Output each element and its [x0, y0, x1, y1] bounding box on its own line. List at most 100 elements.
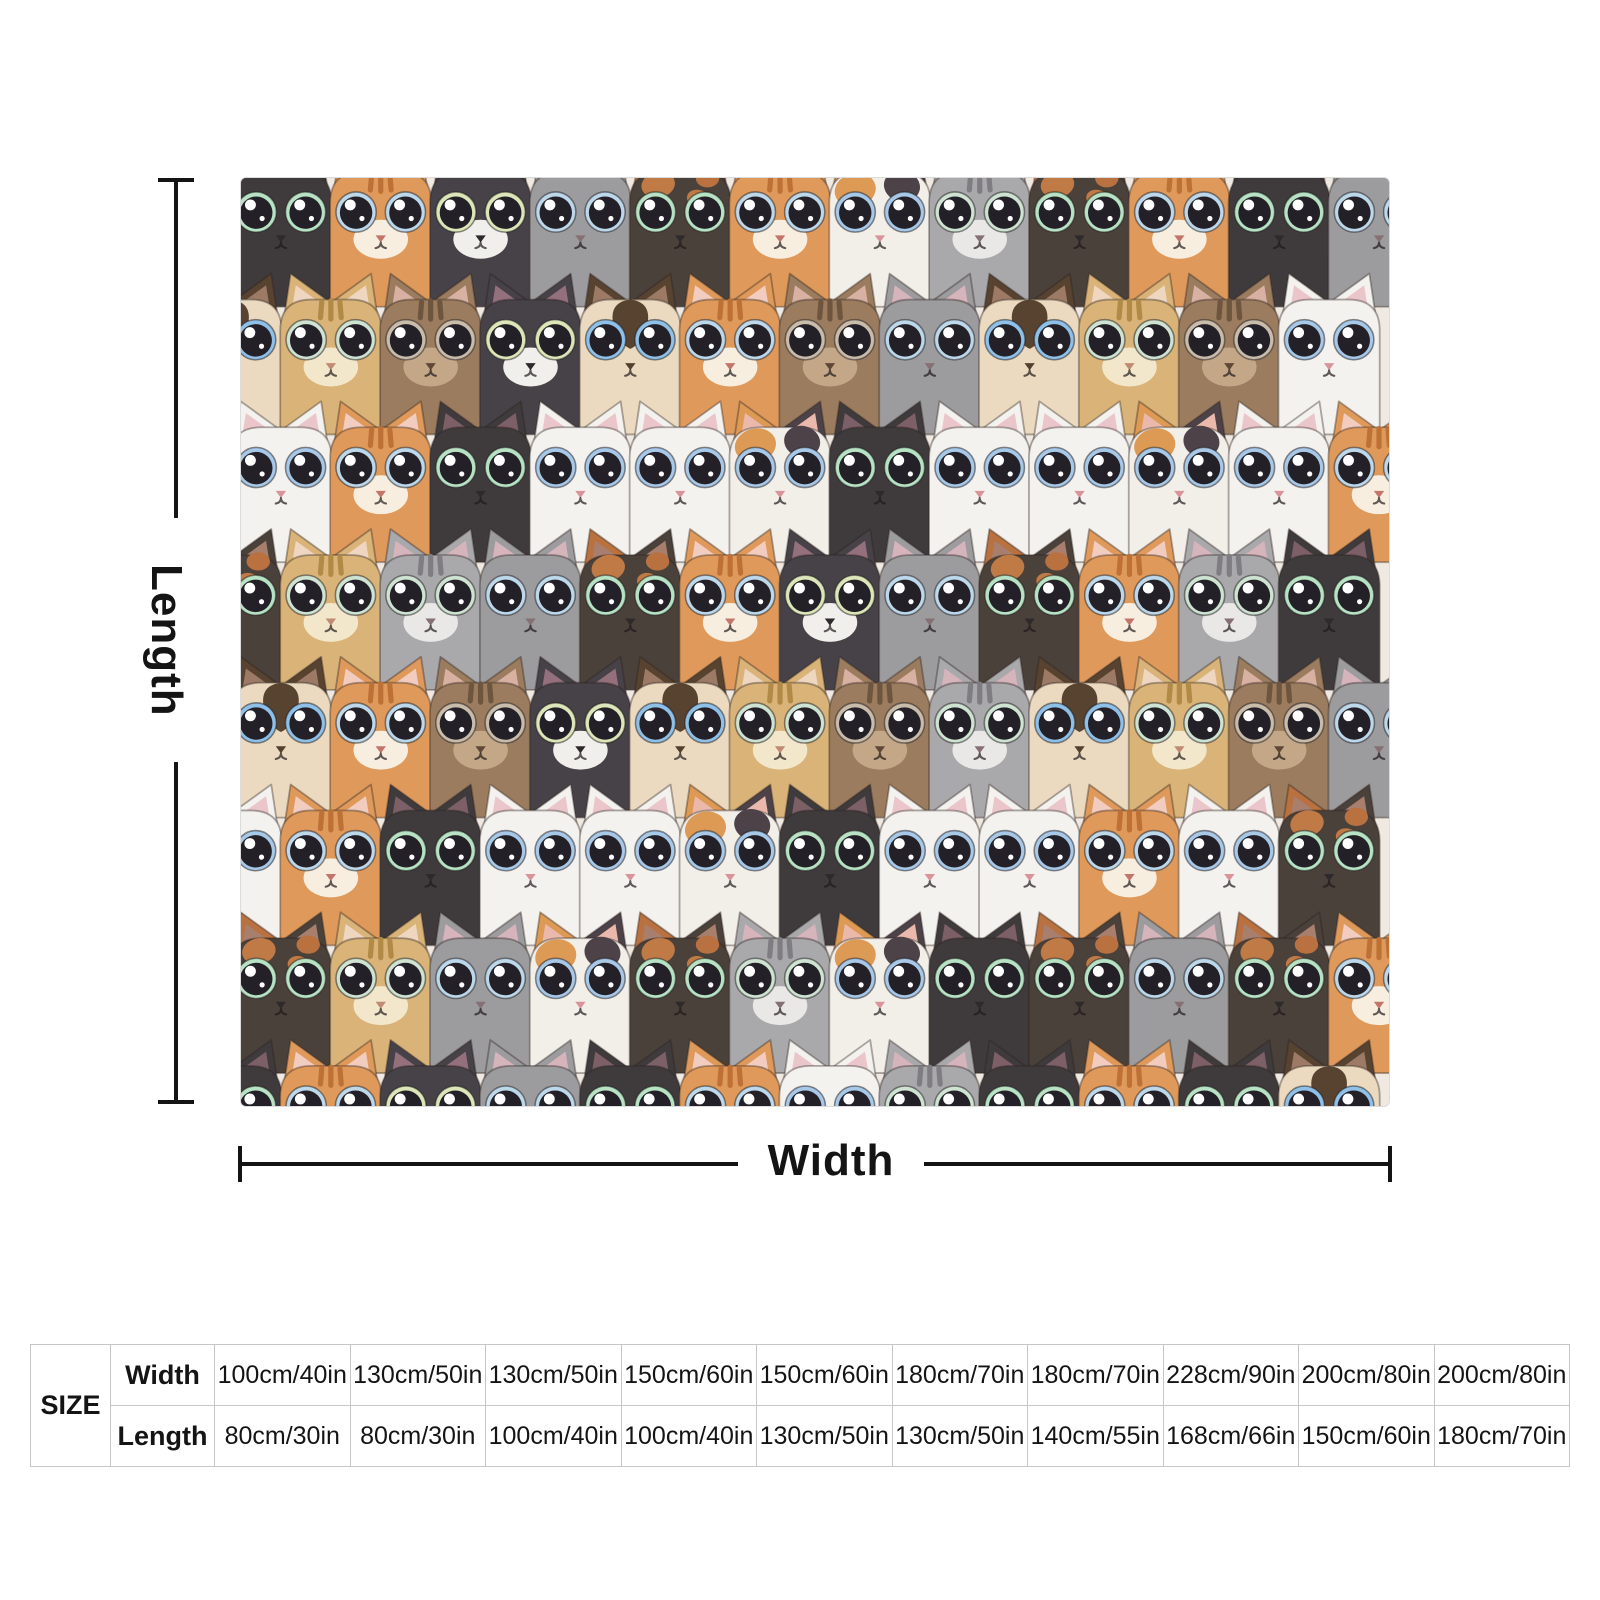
size-row-label-width: Width	[111, 1345, 215, 1406]
size-value-cell: 130cm/50in	[892, 1406, 1028, 1467]
size-value-cell: 80cm/30in	[350, 1406, 486, 1467]
cat-face-black	[1277, 528, 1381, 691]
cat-face-orangeTabby	[678, 272, 782, 436]
cat-face-tortie	[578, 528, 682, 691]
size-table: SIZE Width 100cm/40in 130cm/50in 130cm/50in 1…	[30, 1344, 1570, 1467]
cat-face-tortie	[1028, 911, 1132, 1074]
width-label: Width	[767, 1136, 895, 1185]
cat-face-creamTabby	[1077, 272, 1181, 436]
cat-face-white	[978, 783, 1082, 947]
cat-face-gray	[1127, 911, 1231, 1074]
size-value-cell: 180cm/70in	[1028, 1345, 1164, 1406]
cat-face-siamese	[578, 272, 682, 436]
size-value-cell: 80cm/30in	[215, 1406, 351, 1467]
cat-face-creamTabby	[329, 911, 433, 1074]
size-value-cell: 180cm/70in	[1434, 1406, 1570, 1467]
size-value-cell: 150cm/60in	[1299, 1406, 1435, 1467]
length-label: Length	[142, 563, 191, 717]
cat-face-grayTabby	[928, 178, 1032, 308]
cat-face-tortie	[1277, 783, 1381, 947]
cat-face-orangeTabby	[1327, 400, 1389, 564]
cat-face-tuxedo	[778, 528, 882, 691]
cat-face-brownTabby	[429, 655, 533, 819]
cat-face-grayTabby	[1177, 528, 1281, 691]
cat-face-white	[878, 783, 982, 947]
cat-face-white	[1277, 272, 1381, 436]
cat-face-orangeTabby	[329, 178, 433, 308]
cat-face-tuxedo	[379, 1039, 483, 1106]
width-line-left	[240, 1162, 738, 1166]
cat-face-tuxedo	[528, 655, 632, 819]
cat-face-orangeTabby	[678, 1039, 782, 1106]
size-row-label-length: Length	[111, 1406, 215, 1467]
size-value-cell: 100cm/40in	[215, 1345, 351, 1406]
cat-face-brownTabby	[778, 272, 882, 436]
cat-face-tortie	[1028, 178, 1132, 308]
cat-face-orangeTabby	[1077, 783, 1181, 947]
cat-face-white	[778, 1039, 882, 1106]
cat-face-creamTabby	[1127, 655, 1231, 819]
cat-face-white	[1227, 400, 1331, 564]
cat-face-calico	[528, 911, 632, 1074]
cat-face-calico	[728, 400, 832, 564]
cat-face-orangeTabby	[1327, 911, 1389, 1074]
cat-face-white	[478, 783, 583, 947]
cat-face-gray	[528, 178, 632, 308]
cat-face-siamese	[978, 272, 1082, 436]
cat-face-grayTabby	[928, 655, 1032, 819]
cat-face-grayTabby	[728, 911, 832, 1074]
cat-face-black	[978, 1039, 1082, 1106]
length-line-lower	[174, 762, 178, 1102]
cat-face-black	[241, 178, 333, 308]
cat-face-black	[778, 783, 882, 947]
blanket-mockup	[240, 177, 1390, 1107]
cat-face-siamese	[1028, 655, 1132, 819]
cat-face-orangeTabby	[329, 400, 433, 564]
size-table-corner-label: SIZE	[31, 1345, 111, 1467]
cat-face-orangeTabby	[329, 655, 433, 819]
size-value-cell: 100cm/40in	[486, 1406, 622, 1467]
size-value-cell: 150cm/60in	[621, 1345, 757, 1406]
cat-face-white	[578, 783, 682, 947]
width-line-right	[924, 1162, 1390, 1166]
cat-face-black	[241, 1039, 283, 1106]
size-value-cell: 140cm/55in	[1028, 1406, 1164, 1467]
cat-face-calico	[828, 178, 932, 308]
cat-face-grayTabby	[878, 1039, 982, 1106]
cat-face-orangeTabby	[279, 1039, 383, 1106]
size-value-cell: 100cm/40in	[621, 1406, 757, 1467]
cat-face-siamese	[628, 655, 732, 819]
length-tick-bottom	[158, 1100, 194, 1104]
cat-face-gray	[878, 272, 982, 436]
cat-face-calico	[678, 783, 782, 947]
cat-face-tortie	[241, 911, 333, 1074]
cat-face-brownTabby	[828, 655, 932, 819]
cat-face-gray	[1327, 178, 1389, 308]
cat-face-creamTabby	[279, 528, 383, 691]
size-value-cell: 180cm/70in	[892, 1345, 1028, 1406]
cat-face-orangeTabby	[1127, 178, 1231, 308]
cat-face-black	[379, 783, 483, 947]
cat-face-tortie	[628, 911, 732, 1074]
cat-face-orangeTabby	[728, 178, 832, 308]
cat-face-gray	[429, 911, 533, 1074]
cat-face-gray	[878, 528, 982, 691]
cat-face-brownTabby	[1227, 655, 1331, 819]
size-value-cell: 200cm/80in	[1434, 1345, 1570, 1406]
size-value-cell: 200cm/80in	[1299, 1345, 1435, 1406]
cat-face-tortie	[978, 528, 1082, 691]
cat-face-creamTabby	[728, 655, 832, 819]
size-value-cell: 130cm/50in	[757, 1406, 893, 1467]
cat-face-orangeTabby	[678, 528, 782, 691]
cat-face-brownTabby	[379, 272, 483, 436]
size-value-cell: 130cm/50in	[350, 1345, 486, 1406]
cat-face-calico	[828, 911, 932, 1074]
width-tick-right	[1388, 1146, 1392, 1182]
cat-face-orangeTabby	[1077, 1039, 1181, 1106]
cat-face-grayTabby	[379, 528, 483, 691]
cat-face-orangeTabby	[279, 783, 383, 947]
blanket-pattern-svg	[241, 178, 1389, 1106]
cat-face-white	[928, 400, 1032, 564]
cat-face-gray	[478, 1039, 583, 1106]
